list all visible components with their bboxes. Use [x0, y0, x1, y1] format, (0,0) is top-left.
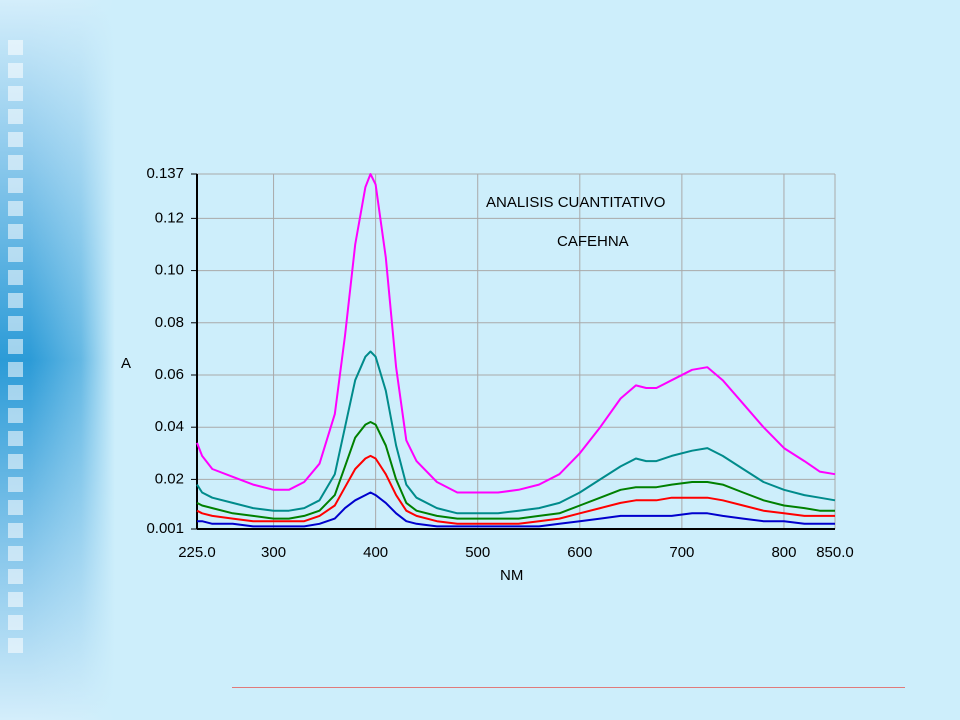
series-line-5	[197, 491, 835, 528]
y-tick-labels: 0.001 0.02 0.04 0.06 0.08 0.10 0.12 0.137	[146, 165, 197, 537]
sidebar-squares	[8, 40, 24, 661]
series-line-1	[196, 173, 836, 494]
y-tick-label: 0.001	[146, 520, 184, 537]
series-group	[196, 173, 836, 528]
x-tick-label: 700	[669, 544, 694, 561]
x-tick-label: 225.0	[178, 544, 216, 561]
y-tick-label: 0.04	[155, 418, 184, 435]
y-axis-label: A	[121, 355, 131, 372]
y-tick-label: 0.06	[155, 366, 184, 383]
x-tick-label: 400	[363, 544, 388, 561]
chart-subtitle: CAFEHNA	[557, 233, 629, 250]
x-tick-label: 500	[465, 544, 490, 561]
y-tick-label: 0.08	[155, 314, 184, 331]
series-line-3	[196, 421, 835, 520]
x-axis-label: NM	[500, 567, 523, 584]
y-tick-label: 0.10	[155, 262, 184, 279]
y-tick-label: 0.137	[146, 165, 184, 182]
grid	[197, 173, 836, 529]
slide-sidebar-decoration	[0, 0, 115, 720]
x-tick-label: 600	[567, 544, 592, 561]
plot-area	[197, 174, 835, 529]
y-tick-label: 0.02	[155, 470, 184, 487]
sidebar-fade	[30, 0, 115, 720]
chart-title: ANALISIS CUANTITATIVO	[486, 194, 665, 211]
x-tick-label: 300	[261, 544, 286, 561]
x-tick-labels: 225.0 300 400 500 600 700 800 850.0	[178, 544, 854, 561]
x-tick-label: 850.0	[816, 544, 854, 561]
series-line-4	[196, 454, 835, 525]
footer-divider	[232, 687, 905, 688]
y-tick-label: 0.12	[155, 209, 184, 226]
x-tick-label: 800	[771, 544, 796, 561]
series-line-2	[196, 350, 836, 515]
